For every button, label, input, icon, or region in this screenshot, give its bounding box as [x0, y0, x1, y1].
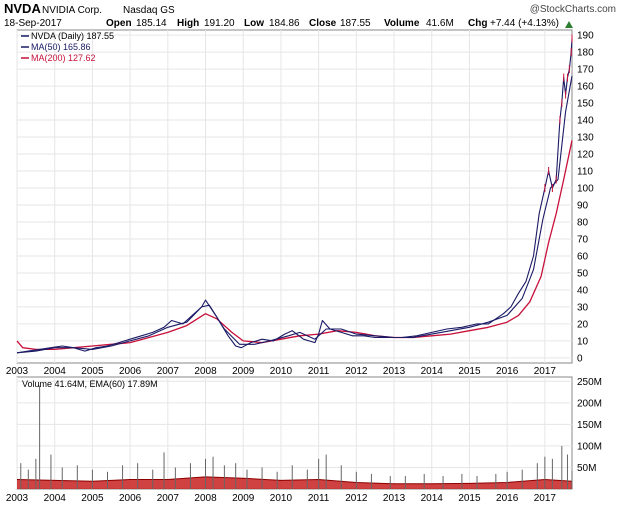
- series-nvda-daily: [16, 38, 573, 354]
- price-y-tick-label: 170: [577, 65, 594, 76]
- price-y-tick-label: 30: [577, 302, 589, 313]
- volume-x-tick-label: 2017: [534, 493, 557, 504]
- price-y-tick-label: 190: [577, 31, 594, 42]
- price-y-tick-label: 20: [577, 319, 589, 330]
- price-y-tick-label: 150: [577, 99, 594, 110]
- volume-y-tick-label: 200M: [577, 398, 602, 409]
- price-x-tick-label: 2007: [157, 366, 180, 377]
- volume-x-tick-label: 2012: [345, 493, 368, 504]
- price-y-tick-label: 100: [577, 184, 594, 195]
- company-name: NVIDIA Corp.: [42, 5, 102, 16]
- open-label: Open: [106, 18, 132, 29]
- price-gridlines: [16, 30, 572, 363]
- price-x-tick-label: 2017: [534, 366, 557, 377]
- up-arrow-icon: [565, 21, 573, 28]
- volume-x-tick-label: 2006: [119, 493, 142, 504]
- quote-values: Open 185.14 High 191.20 Low 184.86 Close…: [106, 18, 559, 29]
- volume-y-tick-label: 250M: [577, 377, 602, 388]
- price-y-tick-label: 120: [577, 150, 594, 161]
- volume-x-tick-label: 2004: [44, 493, 67, 504]
- price-panel: [16, 29, 573, 364]
- price-y-tick-label: 160: [577, 82, 594, 93]
- volume-x-tick-label: 2014: [421, 493, 444, 504]
- price-x-tick-label: 2008: [194, 366, 217, 377]
- change-label: Chg: [468, 18, 487, 29]
- price-y-tick-label: 70: [577, 234, 589, 245]
- price-x-tick-label: 2016: [496, 366, 519, 377]
- price-y-tick-label: 180: [577, 48, 594, 59]
- low-value: 184.86: [269, 18, 300, 29]
- price-x-tick-label: 2003: [6, 366, 29, 377]
- volume-series: [16, 385, 573, 489]
- close-label: Close: [309, 18, 337, 29]
- price-y-tick-label: 0: [577, 353, 583, 364]
- price-x-tick-label: 2014: [421, 366, 444, 377]
- ticker-symbol: NVDA: [4, 1, 41, 16]
- price-x-tick-label: 2006: [119, 366, 142, 377]
- high-value: 191.20: [204, 18, 235, 29]
- legend-ma200: MA(200) 127.62: [31, 53, 96, 63]
- exchange-name: Nasdaq GS: [123, 5, 175, 16]
- volume-y-tick-label: 50M: [577, 463, 596, 474]
- change-value: +7.44 (+4.13%): [490, 18, 559, 29]
- price-y-tick-label: 110: [577, 167, 593, 178]
- volume-ema-line: [16, 476, 573, 485]
- price-x-tick-label: 2005: [81, 366, 104, 377]
- price-y-tick-label: 40: [577, 285, 589, 296]
- series-ma200: [16, 140, 573, 351]
- volume-y-axis: 50M 100M 150M 200M 250M: [577, 377, 602, 474]
- price-x-tick-label: 2011: [308, 366, 330, 377]
- legend-ma50: MA(50) 165.86: [31, 42, 91, 52]
- price-x-tick-label: 2010: [270, 366, 293, 377]
- price-x-tick-label: 2004: [44, 366, 67, 377]
- volume-x-tick-label: 2005: [81, 493, 104, 504]
- price-y-axis: 0 10 20 30 40 50 60 70 80 90 100 110 120 130 140 150 160…: [577, 31, 594, 365]
- price-y-tick-label: 80: [577, 217, 589, 228]
- price-x-tick-label: 2012: [345, 366, 368, 377]
- low-label: Low: [244, 18, 264, 29]
- price-y-tick-label: 60: [577, 251, 589, 262]
- price-legend: NVDA (Daily) 187.55 MA(50) 165.86 MA(200…: [21, 31, 114, 63]
- volume-x-tick-label: 2009: [232, 493, 255, 504]
- volume-value: 41.6M: [426, 18, 454, 29]
- volume-label: Volume: [384, 18, 420, 29]
- legend-price: NVDA (Daily) 187.55: [31, 31, 114, 41]
- volume-x-tick-label: 2010: [270, 493, 293, 504]
- volume-x-tick-label: 2008: [194, 493, 217, 504]
- price-y-tick-label: 140: [577, 116, 594, 127]
- volume-x-tick-label: 2016: [496, 493, 519, 504]
- series-ma50: [16, 75, 573, 354]
- price-x-axis: 2003 2004 2005 2006 2007 2008 2009 2010 2011 2012…: [6, 366, 557, 377]
- volume-x-tick-label: 2007: [157, 493, 180, 504]
- price-x-tick-label: 2015: [458, 366, 481, 377]
- volume-x-tick-label: 2013: [383, 493, 406, 504]
- volume-panel: [16, 376, 573, 490]
- close-value: 187.55: [340, 18, 371, 29]
- volume-x-tick-label: 2003: [6, 493, 29, 504]
- volume-y-tick-label: 150M: [577, 420, 602, 431]
- volume-gridlines: [16, 377, 572, 489]
- volume-x-tick-label: 2011: [308, 493, 330, 504]
- high-label: High: [177, 18, 199, 29]
- volume-x-axis: 2003 2004 2005 2006 2007 2008 2009 2010 2011 2012…: [6, 493, 557, 504]
- legend-volume: Volume 41.64M, EMA(60) 17.89M: [22, 379, 158, 389]
- volume-x-tick-label: 2015: [458, 493, 481, 504]
- quote-date: 18-Sep-2017: [4, 18, 62, 29]
- volume-y-tick-label: 100M: [577, 441, 602, 452]
- price-x-tick-label: 2009: [232, 366, 255, 377]
- open-value: 185.14: [136, 18, 167, 29]
- copyright-text: @StockCharts.com: [530, 4, 616, 15]
- price-y-tick-label: 90: [577, 200, 589, 211]
- price-y-tick-label: 130: [577, 133, 594, 144]
- price-y-tick-label: 50: [577, 268, 589, 279]
- price-x-tick-label: 2013: [383, 366, 406, 377]
- price-y-tick-label: 10: [577, 336, 589, 347]
- price-series: [16, 34, 573, 354]
